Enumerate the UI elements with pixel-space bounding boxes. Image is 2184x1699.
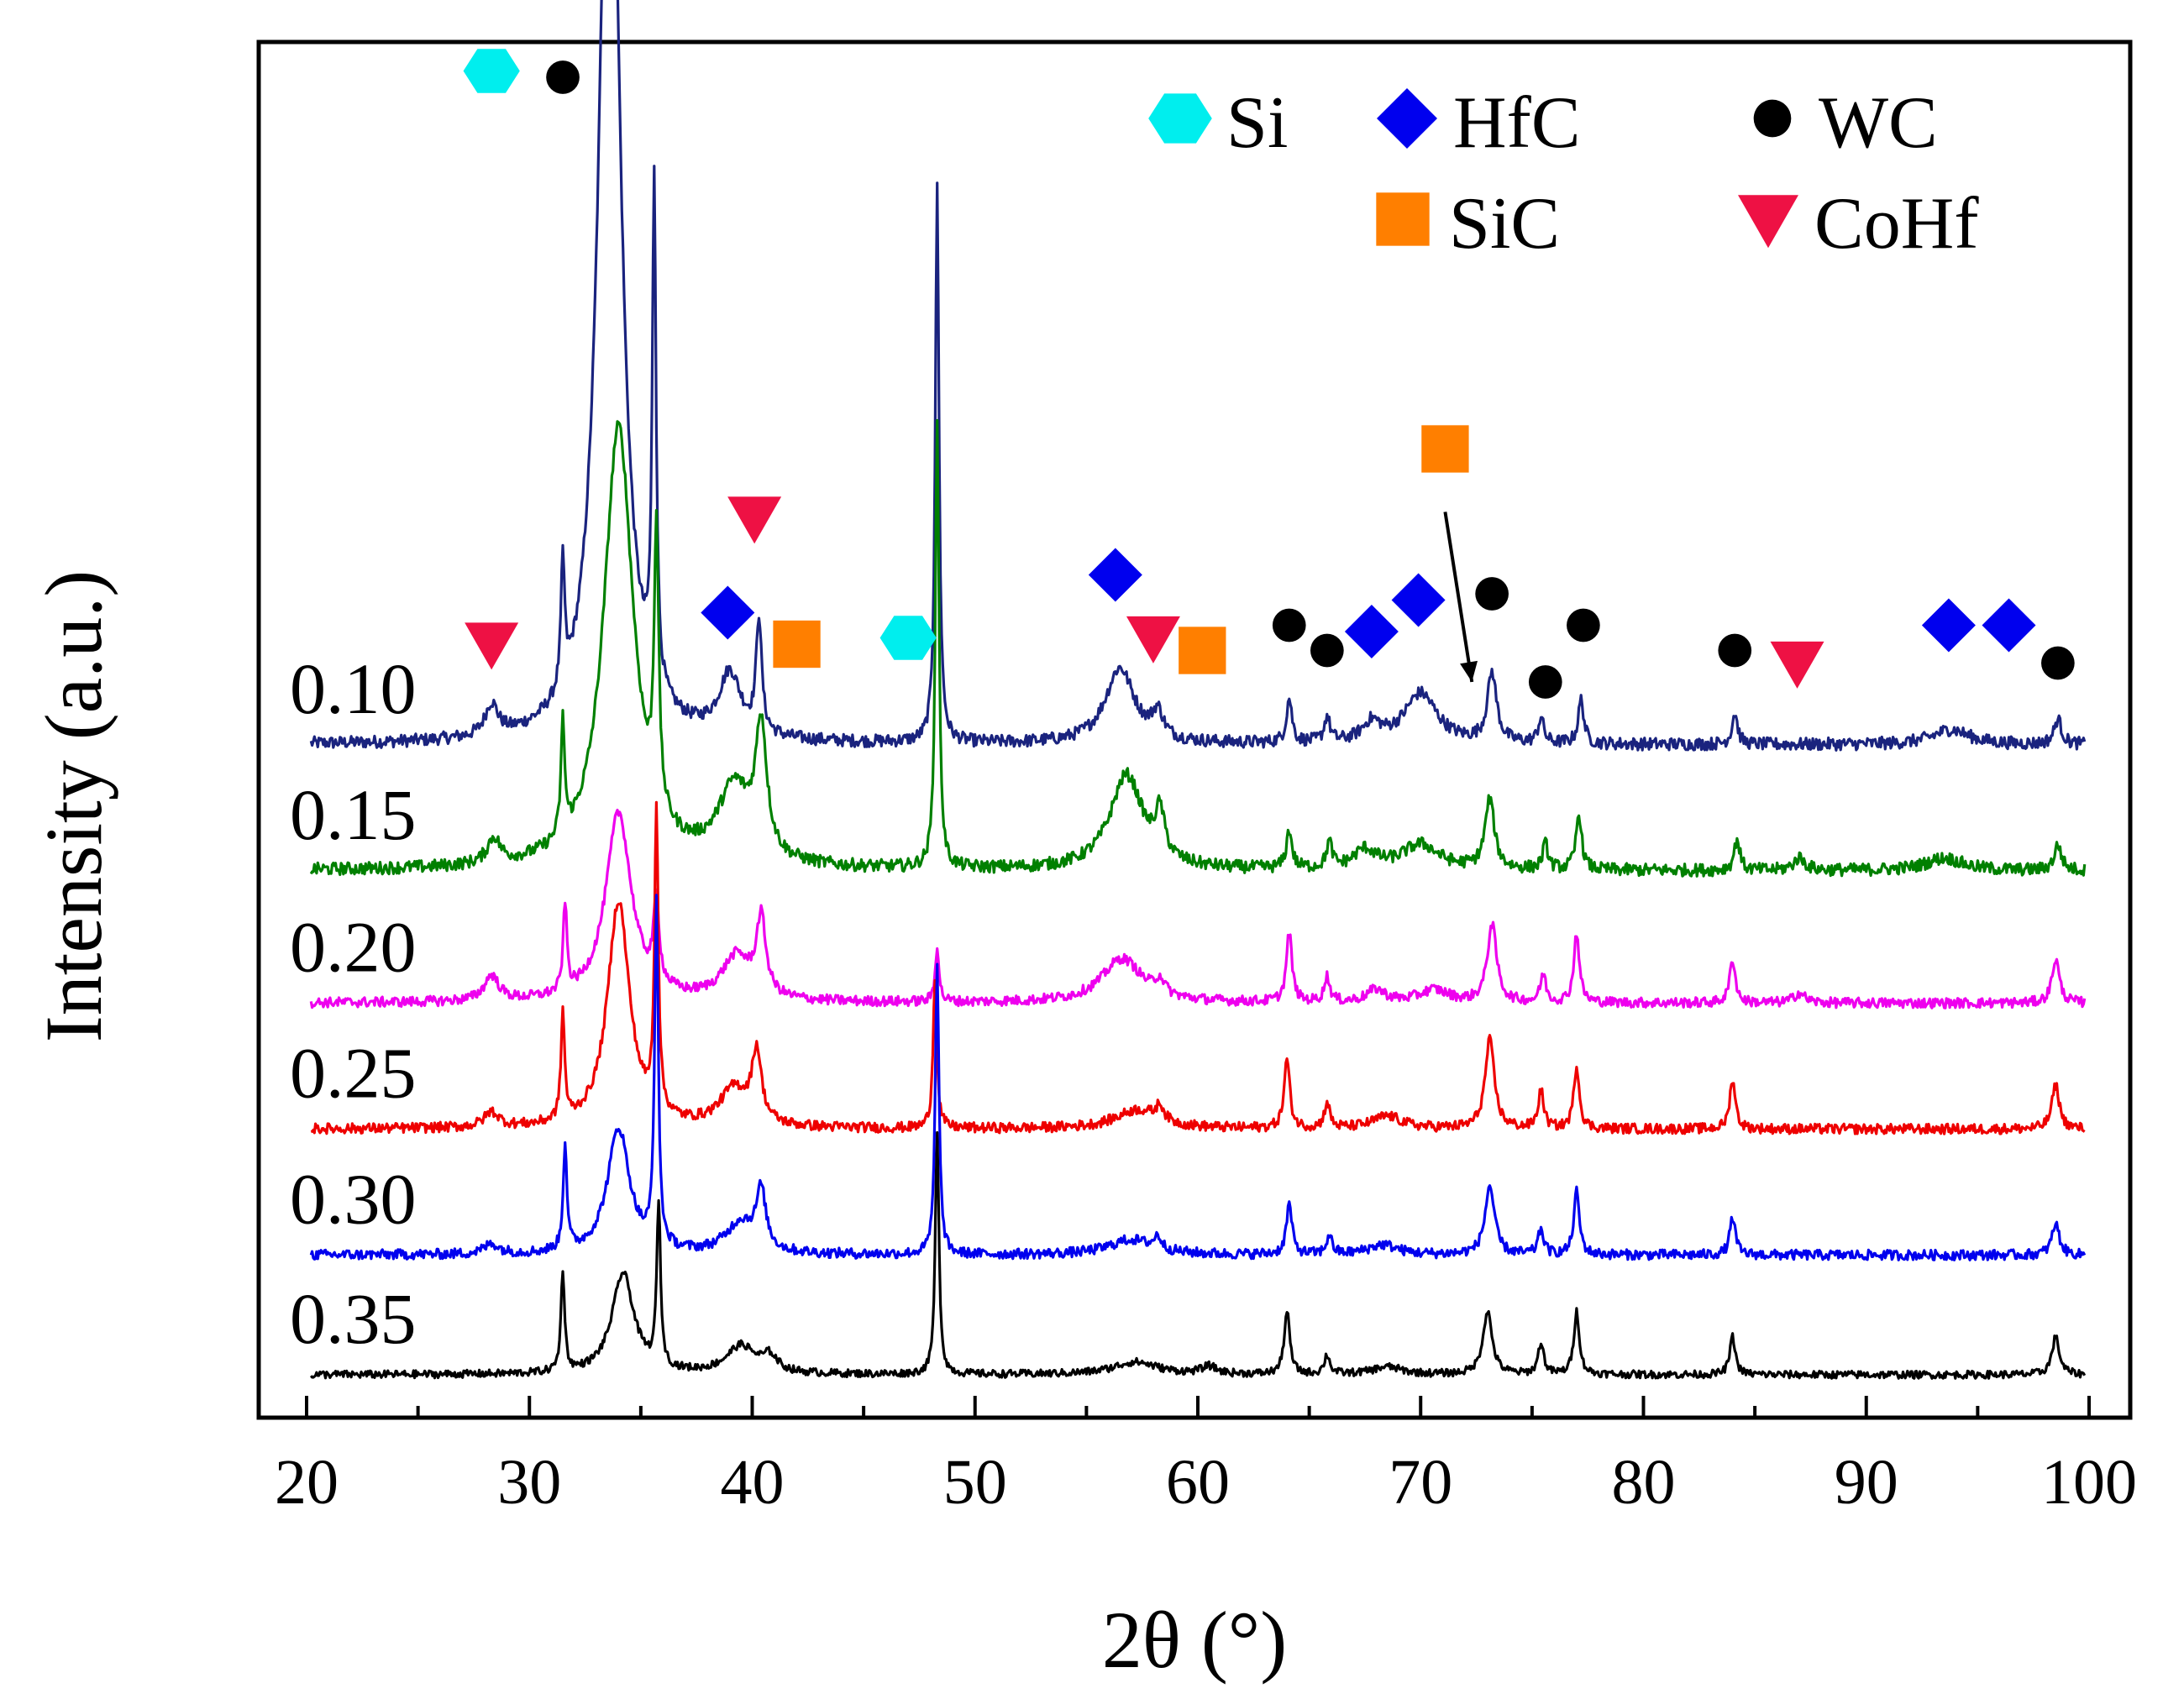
wc-marker: [546, 60, 580, 94]
sic-marker: [1421, 425, 1469, 473]
sic-marker: [1179, 627, 1226, 674]
series-label: 0.20: [290, 907, 417, 988]
x-axis: 20 30 40 50 60 70 80 90 100: [275, 1396, 2137, 1518]
sic-marker: [1376, 192, 1430, 246]
series-label: 0.35: [290, 1278, 417, 1359]
si-marker: [879, 616, 937, 660]
legend: Si HfC WC SiC CoHf: [1148, 82, 1979, 265]
series-label: 0.25: [290, 1033, 417, 1114]
legend-label: Si: [1226, 82, 1288, 164]
hfc-marker: [701, 585, 755, 640]
x-tick-label: 50: [943, 1447, 1007, 1518]
x-tick-label: 100: [2041, 1447, 2137, 1518]
series-layer: [309, 0, 2087, 1380]
series-line-0.25: [310, 800, 2086, 1135]
legend-label: CoHf: [1814, 183, 1979, 265]
legend-entry-hfc: HfC: [1377, 82, 1581, 164]
wc-marker: [1272, 608, 1306, 642]
legend-entry-wc: WC: [1753, 82, 1938, 164]
hfc-marker: [1088, 548, 1142, 602]
legend-label: WC: [1819, 82, 1938, 164]
x-tick-label: 20: [275, 1447, 339, 1518]
series-line-0.10: [309, 0, 2087, 752]
series-labels: 0.10 0.15 0.20 0.25 0.30 0.35: [290, 648, 417, 1359]
legend-label: HfC: [1453, 82, 1581, 164]
y-axis-title: Intensity (a.u.): [29, 570, 118, 1043]
hfc-marker: [1391, 573, 1446, 627]
hfc-marker: [1982, 598, 2036, 653]
phase-markers: [463, 49, 2075, 699]
wc-marker: [1528, 665, 1562, 699]
cohf-marker: [1126, 616, 1180, 663]
hfc-marker: [1377, 88, 1437, 149]
hfc-marker: [1344, 605, 1399, 658]
x-tick-label: 30: [497, 1447, 561, 1518]
cohf-marker: [465, 622, 519, 670]
arrow-line: [1443, 511, 1474, 683]
cohf-marker: [1738, 195, 1798, 249]
series-label: 0.15: [290, 774, 417, 855]
series-line-0.15: [309, 419, 2087, 878]
x-axis-title: 2θ (°): [1102, 1595, 1287, 1685]
series-line-0.20: [309, 808, 2087, 1009]
wc-marker: [1718, 633, 1752, 668]
wc-marker: [1753, 99, 1792, 138]
sic-marker: [773, 620, 821, 669]
hfc-marker: [1921, 598, 1976, 653]
legend-label: SiC: [1449, 183, 1560, 265]
wc-marker: [2041, 646, 2075, 680]
wc-marker: [1475, 577, 1509, 611]
legend-entry-sic: SiC: [1376, 183, 1560, 265]
x-tick-label: 70: [1389, 1447, 1452, 1518]
cohf-marker: [1770, 641, 1824, 689]
x-tick-label: 60: [1166, 1447, 1230, 1518]
cohf-marker: [727, 496, 782, 544]
x-tick-label: 90: [1835, 1447, 1898, 1518]
x-tick-label: 40: [721, 1447, 785, 1518]
plot-frame: [256, 39, 2133, 1420]
x-tick-label: 80: [1612, 1447, 1676, 1518]
series-line-0.35: [310, 1130, 2087, 1380]
wc-marker: [1567, 608, 1600, 642]
si-marker: [463, 49, 520, 93]
series-label: 0.10: [290, 648, 417, 729]
arrow-head: [1460, 660, 1478, 682]
series-line-0.30: [309, 894, 2087, 1261]
si-marker: [1148, 93, 1212, 144]
series-label: 0.30: [290, 1159, 417, 1240]
legend-entry-si: Si: [1148, 82, 1288, 164]
legend-entry-cohf: CoHf: [1738, 183, 1979, 265]
wc-marker: [1310, 633, 1344, 668]
